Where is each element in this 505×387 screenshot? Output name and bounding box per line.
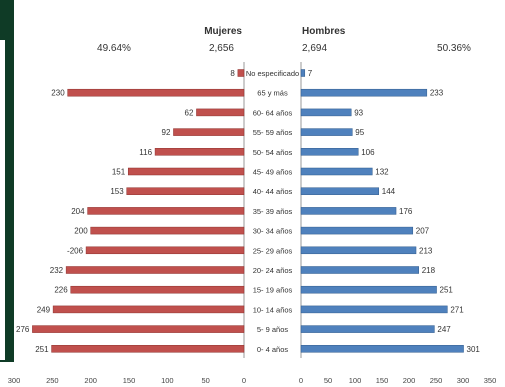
- x-tick-label-right: 300: [457, 376, 470, 385]
- female-value-label: 249: [37, 305, 51, 314]
- male-bar: [300, 305, 448, 314]
- male-bar: [300, 108, 352, 117]
- male-value-label: 95: [355, 128, 364, 137]
- x-tick-label-right: 150: [376, 376, 389, 385]
- x-tick-label-left: 300: [8, 376, 21, 385]
- x-tick-label-left: 200: [84, 376, 97, 385]
- male-value-label: 144: [382, 187, 396, 196]
- age-group-label: 40- 44 años: [253, 187, 293, 196]
- age-group-label: 20- 24 años: [253, 266, 293, 275]
- female-bar: [196, 108, 245, 117]
- x-tick-label-left: 250: [46, 376, 59, 385]
- female-bar: [65, 266, 245, 274]
- male-value-label: 213: [419, 246, 433, 255]
- female-bar: [67, 88, 245, 97]
- male-value-label: 207: [416, 227, 430, 236]
- female-bar: [154, 148, 245, 156]
- male-value-label: 93: [354, 108, 363, 117]
- male-value-label: 218: [422, 266, 436, 275]
- age-group-label: 55- 59 años: [253, 128, 293, 137]
- age-group-label: 25- 29 años: [253, 246, 293, 255]
- frame-edge: [0, 0, 14, 362]
- age-group-label: 15- 19 años: [253, 286, 293, 295]
- female-value-label: 232: [50, 266, 64, 275]
- left-series-percent: 49.64%: [97, 43, 131, 54]
- x-tick-label-left: 100: [161, 376, 174, 385]
- male-bar: [300, 128, 353, 136]
- female-bar: [127, 167, 245, 176]
- right-series-total: 2,694: [302, 43, 327, 54]
- x-tick-label-left: 50: [201, 376, 209, 385]
- male-value-label: 301: [467, 345, 481, 354]
- male-bar: [300, 285, 437, 294]
- male-value-label: 106: [361, 148, 375, 157]
- age-group-label: 0- 4 años: [257, 345, 289, 354]
- male-value-label: 233: [430, 89, 444, 98]
- age-group-label: 30- 34 años: [253, 227, 293, 236]
- age-group-label: 50- 54 años: [253, 148, 293, 157]
- female-value-label: 151: [112, 168, 126, 177]
- female-bar: [126, 187, 245, 195]
- male-bar: [300, 345, 464, 353]
- x-tick-label-right: 0: [299, 376, 303, 385]
- male-bar: [300, 167, 373, 176]
- age-group-label: 60- 64 años: [253, 108, 293, 117]
- female-bar: [173, 128, 245, 136]
- x-tick-label-right: 200: [403, 376, 416, 385]
- age-group-label: 45- 49 años: [253, 168, 293, 177]
- male-value-label: 271: [450, 305, 464, 314]
- x-tick-label-right: 100: [349, 376, 362, 385]
- x-tick-label-right: 350: [484, 376, 497, 385]
- female-bar: [85, 246, 245, 255]
- age-group-label: 35- 39 años: [253, 207, 293, 216]
- male-bar: [300, 207, 397, 215]
- male-bar: [300, 226, 414, 235]
- female-value-label: 251: [35, 345, 49, 354]
- female-value-label: 204: [71, 207, 85, 216]
- female-bar: [237, 69, 245, 77]
- male-bar: [300, 246, 417, 255]
- female-value-label: 200: [74, 227, 88, 236]
- female-value-label: 230: [51, 89, 65, 98]
- male-bar: [300, 88, 428, 97]
- right-series-name: Hombres: [302, 26, 346, 37]
- male-value-label: 176: [399, 207, 413, 216]
- male-bar: [300, 187, 380, 195]
- female-value-label: 92: [162, 128, 171, 137]
- x-tick-label-left: 0: [242, 376, 246, 385]
- male-value-label: 251: [440, 286, 454, 295]
- female-bar: [90, 226, 245, 235]
- female-value-label: 116: [139, 148, 152, 157]
- male-value-label: 7: [308, 69, 313, 78]
- x-tick-label-right: 50: [324, 376, 332, 385]
- female-value-label: 226: [54, 286, 68, 295]
- female-value-label: 8: [230, 69, 235, 78]
- female-value-label: -206: [67, 246, 84, 255]
- x-tick-label-left: 150: [123, 376, 136, 385]
- female-bar: [51, 345, 245, 353]
- age-group-label: 10- 14 años: [253, 305, 293, 314]
- male-bar: [300, 325, 435, 333]
- age-group-label: 65 y más: [257, 89, 288, 98]
- male-value-label: 247: [437, 325, 451, 334]
- female-bar: [32, 325, 245, 333]
- female-bar: [70, 285, 245, 294]
- right-series-percent: 50.36%: [437, 43, 471, 54]
- female-bar: [52, 305, 245, 314]
- female-value-label: 62: [185, 108, 194, 117]
- female-value-label: 153: [110, 187, 124, 196]
- female-bar: [87, 207, 245, 215]
- left-series-name: Mujeres: [204, 26, 242, 37]
- age-group-label: 5- 9 años: [257, 325, 289, 334]
- female-value-label: 276: [16, 325, 30, 334]
- male-bar: [300, 148, 359, 156]
- male-bar: [300, 266, 419, 274]
- age-group-label: No especificado: [246, 69, 299, 78]
- male-bar: [300, 69, 306, 77]
- x-tick-label-right: 250: [430, 376, 443, 385]
- left-series-total: 2,656: [209, 43, 234, 54]
- male-value-label: 132: [375, 168, 389, 177]
